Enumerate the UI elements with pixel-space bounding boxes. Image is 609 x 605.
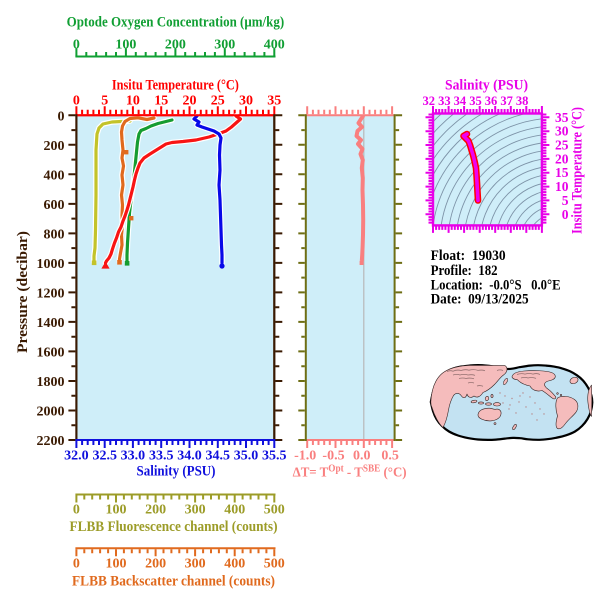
svg-text:Pressure (decibar): Pressure (decibar)	[15, 231, 31, 353]
svg-text:30: 30	[555, 124, 569, 139]
svg-text:200: 200	[165, 38, 186, 53]
svg-text:300: 300	[185, 557, 206, 572]
svg-text:35.0: 35.0	[234, 449, 259, 464]
svg-text:0: 0	[73, 38, 80, 53]
svg-text:Float: 19030: Float: 19030	[431, 248, 506, 264]
svg-text:37: 37	[500, 94, 513, 108]
svg-text:10: 10	[126, 94, 140, 109]
svg-text:35: 35	[267, 94, 281, 109]
svg-text:32: 32	[423, 94, 436, 108]
svg-text:Date: 09/13/2025: Date: 09/13/2025	[431, 292, 529, 308]
svg-text:Insitu Temperature (°C): Insitu Temperature (°C)	[570, 107, 586, 234]
svg-text:32.0: 32.0	[64, 449, 89, 464]
svg-text:200: 200	[44, 139, 65, 154]
svg-text:30: 30	[239, 94, 253, 109]
svg-text:33.5: 33.5	[149, 449, 174, 464]
svg-text:35.5: 35.5	[262, 449, 287, 464]
svg-text:0: 0	[73, 94, 80, 109]
svg-text:100: 100	[106, 503, 127, 518]
svg-text:FLBB Fluorescence channel (cou: FLBB Fluorescence channel (counts)	[70, 519, 278, 535]
svg-text:25: 25	[555, 138, 569, 153]
svg-text:1800: 1800	[37, 375, 65, 390]
svg-text:15: 15	[555, 165, 569, 180]
svg-text:200: 200	[145, 503, 166, 518]
svg-text:0: 0	[73, 557, 80, 572]
svg-text:ΔT= TOpt - TSBE (°C): ΔT= TOpt - TSBE (°C)	[293, 463, 407, 480]
svg-text:600: 600	[44, 198, 65, 213]
svg-text:1400: 1400	[37, 316, 65, 331]
svg-text:20: 20	[555, 151, 569, 166]
svg-text:34.0: 34.0	[177, 449, 202, 464]
svg-text:1600: 1600	[37, 345, 65, 360]
svg-text:34: 34	[454, 94, 467, 108]
svg-text:100: 100	[115, 38, 136, 53]
svg-text:-1.0: -1.0	[294, 449, 316, 464]
svg-text:Profile: 182: Profile: 182	[431, 263, 498, 279]
svg-text:300: 300	[214, 38, 235, 53]
svg-text:0: 0	[562, 207, 569, 222]
svg-text:800: 800	[44, 227, 65, 242]
svg-text:2200: 2200	[37, 434, 65, 449]
svg-text:15: 15	[154, 94, 168, 109]
svg-text:38: 38	[516, 94, 529, 108]
svg-text:400: 400	[224, 503, 245, 518]
svg-text:400: 400	[44, 168, 65, 183]
svg-text:300: 300	[185, 503, 206, 518]
svg-text:Salinity (PSU): Salinity (PSU)	[445, 77, 528, 93]
svg-text:400: 400	[264, 38, 285, 53]
svg-text:33.0: 33.0	[121, 449, 146, 464]
svg-text:35: 35	[469, 94, 482, 108]
svg-text:0: 0	[73, 503, 80, 518]
svg-text:5: 5	[101, 94, 108, 109]
svg-text:25: 25	[211, 94, 225, 109]
svg-text:1200: 1200	[37, 286, 65, 301]
svg-text:Insitu Temperature (°C): Insitu Temperature (°C)	[112, 78, 239, 94]
svg-text:33: 33	[438, 94, 451, 108]
svg-text:100: 100	[106, 557, 127, 572]
svg-text:200: 200	[145, 557, 166, 572]
svg-text:1000: 1000	[37, 257, 65, 272]
svg-text:-0.5: -0.5	[322, 449, 344, 464]
svg-text:0.0: 0.0	[353, 449, 371, 464]
svg-text:10: 10	[555, 179, 569, 194]
svg-text:FLBB Backscatter channel (coun: FLBB Backscatter channel (counts)	[72, 574, 275, 590]
svg-text:2000: 2000	[37, 405, 65, 420]
svg-text:32.5: 32.5	[92, 449, 117, 464]
svg-text:500: 500	[264, 557, 285, 572]
svg-text:Location: -0.0°S 0.0°E: Location: -0.0°S 0.0°E	[431, 278, 561, 294]
svg-text:500: 500	[264, 503, 285, 518]
svg-text:35: 35	[555, 110, 569, 125]
svg-text:Optode Oxygen Concentration (μ: Optode Oxygen Concentration (μm/kg)	[67, 15, 285, 31]
svg-text:20: 20	[183, 94, 197, 109]
svg-text:34.5: 34.5	[206, 449, 231, 464]
svg-text:36: 36	[485, 94, 498, 108]
svg-text:0: 0	[58, 109, 65, 124]
svg-text:0.5: 0.5	[381, 449, 399, 464]
svg-text:400: 400	[224, 557, 245, 572]
svg-text:Salinity (PSU): Salinity (PSU)	[137, 463, 216, 479]
svg-text:5: 5	[562, 193, 569, 208]
